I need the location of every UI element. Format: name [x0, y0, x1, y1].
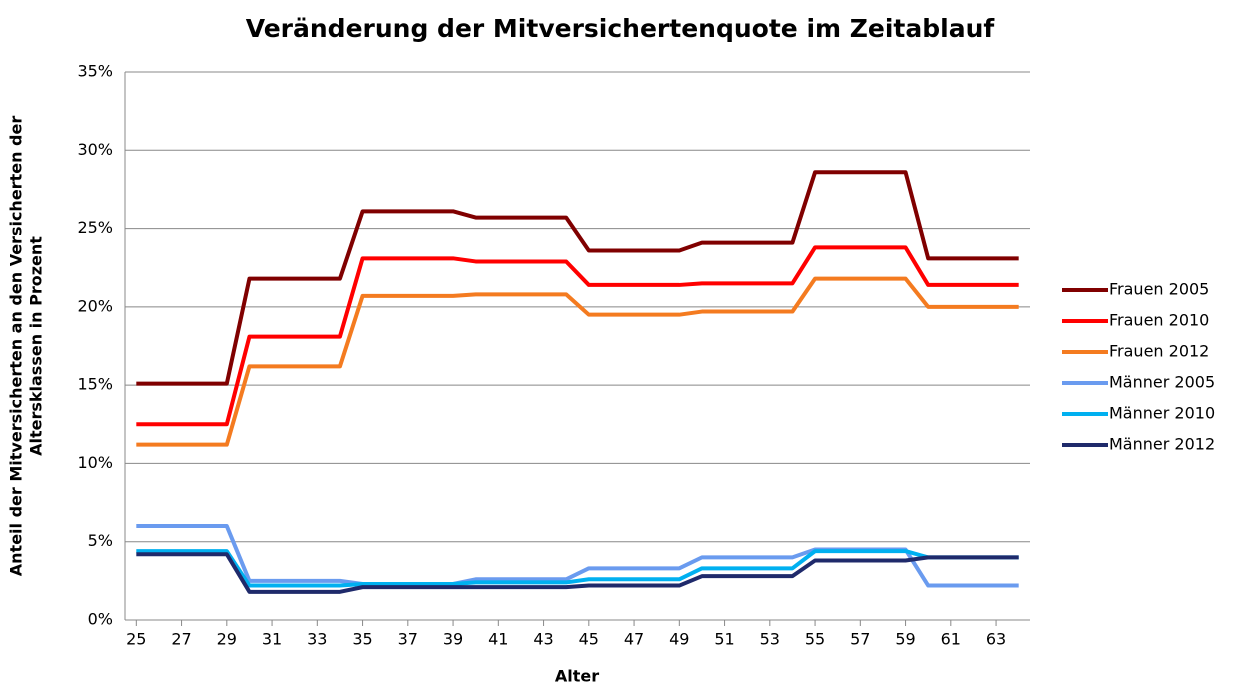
- x-tick-label: 33: [307, 630, 327, 649]
- x-tick-label: 29: [217, 630, 237, 649]
- legend-label: Männer 2005: [1109, 373, 1215, 392]
- y-tick-label: 30%: [77, 140, 113, 159]
- series-line: [136, 524, 1019, 588]
- y-tick-label: 25%: [77, 218, 113, 237]
- x-tick-label: 53: [760, 630, 780, 649]
- chart-title: Veränderung der Mitversichertenquote im …: [246, 14, 996, 43]
- y-tick-label: 5%: [88, 531, 113, 550]
- x-tick-label: 31: [262, 630, 282, 649]
- y-axis-label: Altersklassen in Prozent: [27, 236, 46, 456]
- x-tick-label: 43: [533, 630, 553, 649]
- x-tick-label: 41: [488, 630, 508, 649]
- legend-label: Frauen 2010: [1109, 311, 1209, 330]
- x-tick-label: 47: [624, 630, 644, 649]
- x-tick-label: 57: [850, 630, 870, 649]
- legend-label: Männer 2012: [1109, 435, 1215, 454]
- y-tick-label: 35%: [77, 62, 113, 81]
- x-tick-label: 45: [579, 630, 599, 649]
- legend-label: Frauen 2012: [1109, 342, 1209, 361]
- x-tick-label: 59: [895, 630, 915, 649]
- x-tick-label: 51: [714, 630, 734, 649]
- x-tick-label: 37: [398, 630, 418, 649]
- y-tick-label: 10%: [77, 453, 113, 472]
- x-tick-label: 27: [171, 630, 191, 649]
- series-line: [136, 276, 1019, 447]
- y-tick-label: 15%: [77, 375, 113, 394]
- y-tick-label: 20%: [77, 296, 113, 315]
- x-tick-label: 61: [941, 630, 961, 649]
- x-tick-label: 35: [352, 630, 372, 649]
- series-line: [136, 245, 1019, 427]
- y-tick-label: 0%: [88, 610, 113, 629]
- series-line: [136, 170, 1019, 386]
- x-tick-label: 25: [126, 630, 146, 649]
- x-tick-label: 63: [986, 630, 1006, 649]
- x-tick-label: 39: [443, 630, 463, 649]
- x-axis-label: Alter: [555, 667, 599, 686]
- series-line: [136, 552, 1019, 594]
- x-tick-label: 55: [805, 630, 825, 649]
- legend-label: Männer 2010: [1109, 404, 1215, 423]
- x-tick-label: 49: [669, 630, 689, 649]
- legend-label: Frauen 2005: [1109, 280, 1209, 299]
- y-axis-label: Anteil der Mitversicherten an den Versic…: [7, 116, 26, 577]
- series-line: [136, 549, 1019, 588]
